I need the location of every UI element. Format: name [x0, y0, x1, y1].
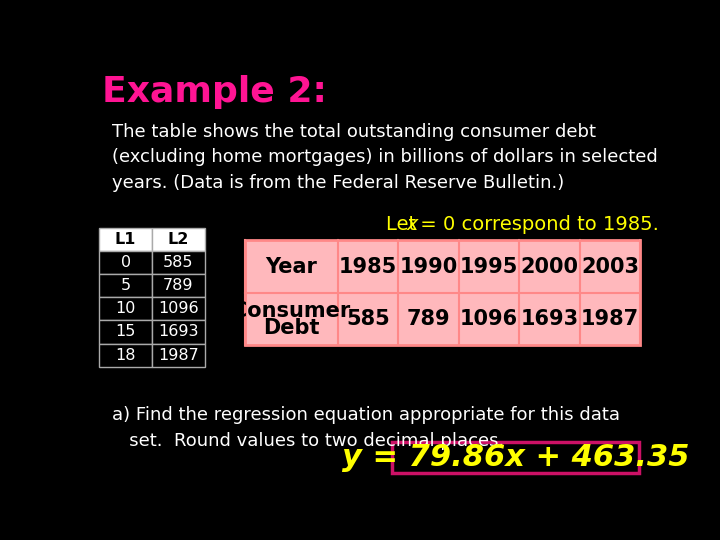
Text: 2000: 2000: [521, 256, 579, 276]
Text: 1985: 1985: [339, 256, 397, 276]
Text: L2: L2: [168, 232, 189, 247]
Text: = 0 correspond to 1985.: = 0 correspond to 1985.: [414, 215, 659, 234]
Text: 1987: 1987: [158, 348, 199, 362]
Bar: [152, 320, 204, 343]
Text: a) Find the regression equation appropriate for this data
   set.  Round values : a) Find the regression equation appropri…: [112, 406, 620, 450]
Text: 789: 789: [407, 309, 451, 329]
Bar: [152, 228, 204, 251]
Bar: [99, 251, 152, 274]
Text: Consumer: Consumer: [233, 301, 351, 321]
Text: 1096: 1096: [460, 309, 518, 329]
Bar: [152, 251, 204, 274]
Text: Debt: Debt: [264, 318, 320, 338]
Text: 1995: 1995: [460, 256, 518, 276]
Text: 1693: 1693: [158, 325, 199, 340]
Text: 585: 585: [163, 255, 194, 270]
Text: Example 2:: Example 2:: [102, 75, 326, 109]
Bar: [152, 298, 204, 320]
Text: 0: 0: [120, 255, 131, 270]
Bar: [152, 343, 204, 367]
Text: 5: 5: [120, 278, 131, 293]
Text: 1693: 1693: [521, 309, 579, 329]
Bar: [99, 274, 152, 298]
Text: 585: 585: [346, 309, 390, 329]
Text: 2003: 2003: [581, 256, 639, 276]
Text: 1987: 1987: [581, 309, 639, 329]
Text: 1096: 1096: [158, 301, 199, 316]
Text: The table shows the total outstanding consumer debt
(excluding home mortgages) i: The table shows the total outstanding co…: [112, 123, 657, 192]
Bar: [99, 298, 152, 320]
Text: L1: L1: [115, 232, 136, 247]
Text: 10: 10: [115, 301, 136, 316]
Text: 789: 789: [163, 278, 194, 293]
Text: y = 79.86x + 463.35: y = 79.86x + 463.35: [342, 443, 689, 472]
Text: 18: 18: [115, 348, 136, 362]
Text: Year: Year: [266, 256, 318, 276]
Text: x: x: [407, 215, 418, 234]
Bar: [99, 320, 152, 343]
Text: Let: Let: [386, 215, 423, 234]
Bar: [245, 240, 640, 345]
Bar: [99, 228, 152, 251]
Bar: [245, 240, 640, 345]
Bar: [99, 343, 152, 367]
Text: 15: 15: [115, 325, 136, 340]
Bar: [392, 442, 639, 473]
Bar: [152, 274, 204, 298]
Text: 1990: 1990: [400, 256, 458, 276]
